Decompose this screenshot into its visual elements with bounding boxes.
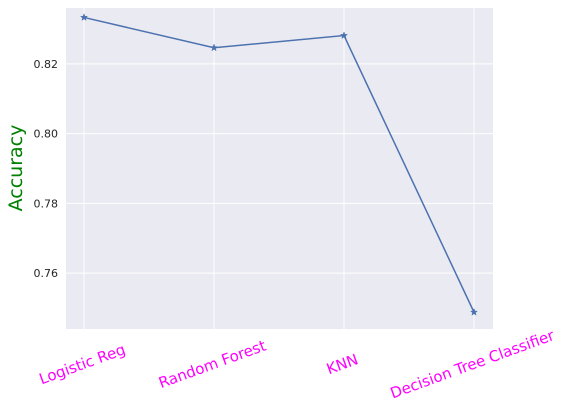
x-tick-label: KNN [324,350,360,378]
x-tick-labels: Logistic Reg Random Forest KNN Decision Tre… [37,326,558,402]
series-group [79,13,479,316]
plot-background [66,8,493,329]
data-point-marker [339,31,349,40]
data-point-marker [79,13,89,21]
y-axis-label: Accuracy [5,125,27,212]
data-point-marker [469,307,479,316]
x-tick-label: Random Forest [156,336,268,392]
y-tick-labels: 0.76 0.78 0.80 0.82 [34,58,59,280]
y-tick-label: 0.78 [34,197,59,210]
grid-lines [66,8,493,329]
y-tick-label: 0.76 [34,267,59,280]
x-tick-label: Decision Tree Classifier [388,326,558,402]
data-point-marker [209,43,219,52]
y-tick-label: 0.82 [34,58,59,71]
x-tick-label: Logistic Reg [37,340,128,388]
y-tick-label: 0.80 [34,128,59,141]
series-line [83,16,475,313]
